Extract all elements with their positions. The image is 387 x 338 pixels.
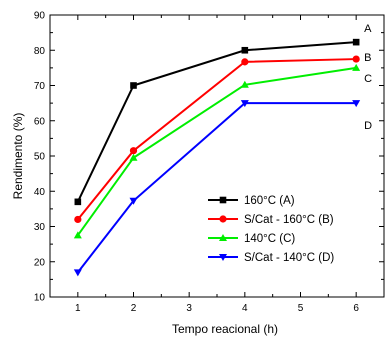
x-axis-title: Tempo reacional (h) xyxy=(172,322,278,336)
y-axis-title: Rendimento (%) xyxy=(11,113,25,200)
series-end-label: D xyxy=(364,120,372,132)
x-tick-label: 4 xyxy=(242,303,248,314)
data-point xyxy=(73,231,82,239)
data-point xyxy=(74,215,82,224)
x-tick-label: 1 xyxy=(75,303,81,314)
legend-marker xyxy=(219,254,227,261)
y-tick-label: 20 xyxy=(34,257,46,268)
legend-marker xyxy=(219,234,227,241)
series-line xyxy=(77,102,357,273)
x-tick-label: 5 xyxy=(298,303,304,314)
data-point xyxy=(73,269,82,277)
data-point xyxy=(129,153,138,161)
y-tick-label: 30 xyxy=(34,222,46,233)
y-tick-label: 90 xyxy=(34,11,46,22)
series-B xyxy=(74,55,360,224)
legend-entry: 140°C (C) xyxy=(208,233,295,245)
y-tick-label: 50 xyxy=(34,152,46,163)
x-tick-label: 6 xyxy=(353,303,359,314)
y-tick-label: 10 xyxy=(34,293,46,304)
legend-marker xyxy=(219,196,227,204)
data-point xyxy=(352,55,360,63)
legend-label: 160°C (A) xyxy=(244,195,295,207)
legend-label: 140°C (C) xyxy=(244,233,295,245)
data-point xyxy=(241,58,249,66)
series-end-label: A xyxy=(364,23,372,35)
data-point xyxy=(241,46,249,54)
data-point xyxy=(129,147,138,155)
y-tick-label: 40 xyxy=(34,187,46,198)
series-D xyxy=(73,100,361,277)
x-tick-label: 2 xyxy=(131,303,137,314)
series-end-label: C xyxy=(364,73,372,85)
series-line xyxy=(77,58,357,221)
legend-entry: S/Cat - 140°C (D) xyxy=(208,252,334,264)
series-A xyxy=(74,38,360,206)
series-end-label: B xyxy=(364,52,371,64)
x-tick-label: 3 xyxy=(186,303,192,314)
series-line xyxy=(77,66,357,236)
data-point xyxy=(74,198,82,206)
legend-entry: 160°C (A) xyxy=(208,195,295,207)
legend-label: S/Cat - 140°C (D) xyxy=(244,252,334,264)
data-point xyxy=(129,197,138,205)
legend-label: S/Cat - 160°C (B) xyxy=(244,214,334,226)
data-point xyxy=(240,100,249,108)
data-point xyxy=(352,100,361,108)
legend-entry: S/Cat - 160°C (B) xyxy=(208,214,334,226)
legend-marker xyxy=(219,215,227,223)
y-tick-label: 70 xyxy=(34,81,46,92)
data-point xyxy=(130,82,137,89)
data-point xyxy=(352,63,361,71)
data-point xyxy=(240,80,249,88)
series-C xyxy=(73,63,361,239)
data-point xyxy=(352,38,360,46)
series-line xyxy=(76,41,357,203)
y-tick-label: 80 xyxy=(34,46,46,57)
y-tick-label: 60 xyxy=(34,116,46,127)
